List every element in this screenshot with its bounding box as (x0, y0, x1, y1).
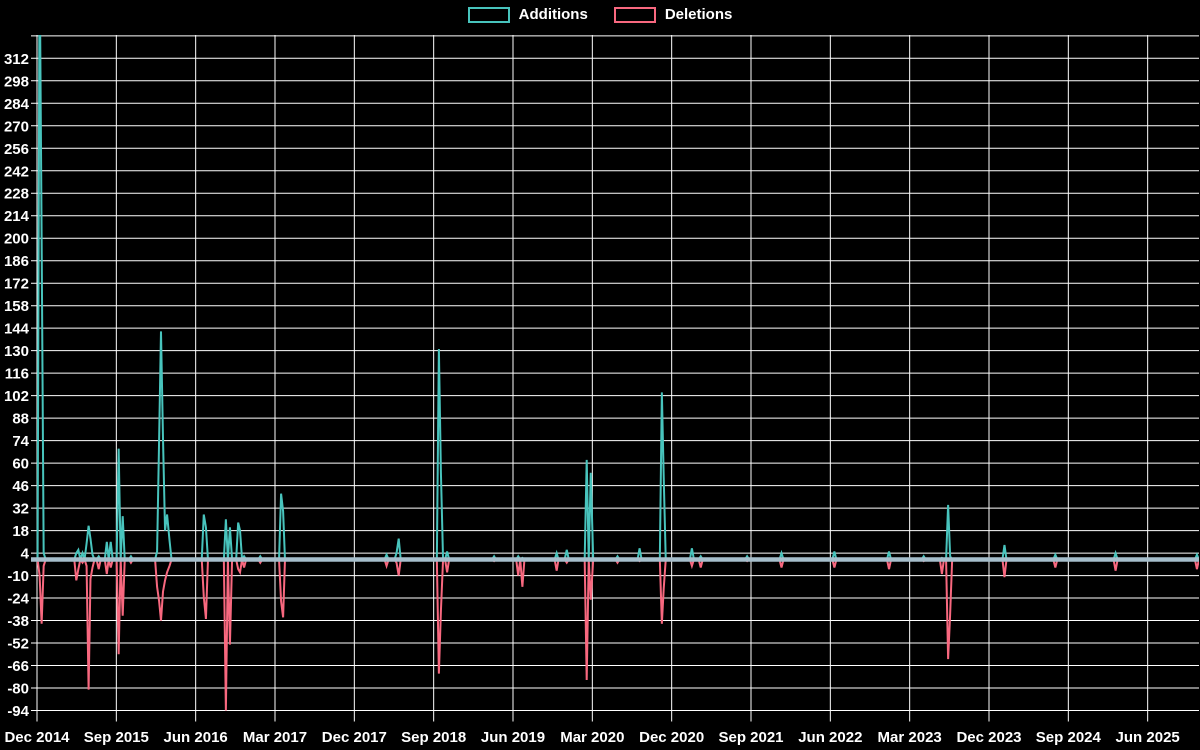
y-tick-label: 46 (12, 478, 29, 495)
series-lines (36, 35, 1199, 711)
legend-label-deletions: Deletions (664, 6, 733, 23)
legend-label-additions: Additions (518, 6, 588, 23)
y-tick-label: -10 (7, 568, 29, 585)
y-tick-label: -38 (7, 613, 29, 630)
y-gridlines (31, 35, 1199, 712)
x-tick-label: Mar 2023 (878, 729, 942, 746)
x-tick-label: Jun 2025 (1116, 729, 1180, 746)
y-tick-label: 172 (4, 276, 29, 293)
chart-legend: Additions Deletions (0, 6, 1200, 23)
y-tick-label: 74 (12, 433, 29, 450)
y-tick-label: 18 (12, 523, 29, 540)
legend-item-deletions[interactable]: Deletions (613, 6, 733, 23)
y-tick-label: -94 (7, 703, 29, 720)
y-tick-label: 186 (4, 253, 29, 270)
y-tick-label: 200 (4, 231, 29, 248)
x-tick-label: Dec 2014 (4, 729, 70, 746)
y-tick-label: 102 (4, 388, 29, 405)
y-tick-label: 284 (4, 96, 30, 113)
y-tick-label: 144 (4, 321, 30, 338)
y-tick-label: 214 (4, 208, 30, 225)
additions-swatch (467, 6, 510, 23)
y-tick-label: 88 (12, 411, 29, 428)
x-tick-label: Jun 2016 (164, 729, 228, 746)
y-tick-label: 116 (5, 366, 29, 383)
y-tick-label: 298 (4, 73, 29, 90)
additions-line (36, 35, 1199, 564)
x-tick-label: Sep 2021 (718, 729, 783, 746)
y-tick-label: 242 (4, 163, 29, 180)
legend-item-additions[interactable]: Additions (467, 6, 588, 23)
y-tick-label: 312 (4, 51, 29, 68)
y-tick-label: 60 (12, 456, 29, 473)
x-tick-label: Dec 2023 (956, 729, 1021, 746)
y-tick-label: 130 (4, 343, 29, 360)
x-tick-label: Dec 2017 (322, 729, 387, 746)
x-axis-labels: Dec 2014 Sep 2015 Jun 2016 Mar 2017 Dec 2017… (4, 729, 1179, 746)
x-tick-label: Jun 2022 (798, 729, 862, 746)
x-tick-label: Sep 2018 (401, 729, 466, 746)
y-tick-label: 158 (4, 298, 29, 315)
x-tick-label: Sep 2024 (1036, 729, 1102, 746)
y-tick-label: 228 (4, 186, 29, 203)
y-tick-label: -24 (7, 591, 29, 608)
y-tick-label: 32 (12, 501, 29, 518)
x-tick-label: Mar 2017 (243, 729, 307, 746)
x-tick-label: Sep 2015 (84, 729, 149, 746)
x-tick-label: Dec 2020 (639, 729, 704, 746)
y-tick-label: 4 (21, 546, 30, 563)
deletions-swatch (613, 6, 656, 23)
y-tick-label: -52 (7, 636, 29, 653)
y-tick-label: 256 (4, 141, 29, 158)
y-tick-label: -80 (7, 681, 29, 698)
y-tick-label: -66 (7, 658, 29, 675)
y-tick-label: 270 (4, 118, 29, 135)
x-tick-label: Mar 2020 (560, 729, 624, 746)
x-tick-label: Jun 2019 (481, 729, 545, 746)
x-gridlines (36, 35, 1149, 722)
y-axis-labels: -94 -80 -66 -52 -38 -24 -10 4 18 32 46 60 74 88 102 116… (4, 51, 30, 720)
